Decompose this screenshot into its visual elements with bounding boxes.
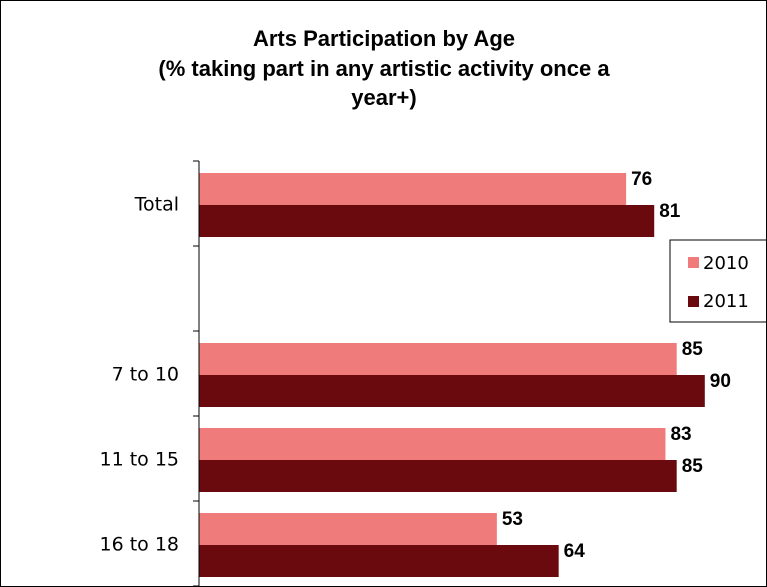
legend: 2010 2011 (669, 239, 766, 323)
category-label: 11 to 15 (99, 449, 179, 471)
legend-box (669, 239, 766, 323)
labels-layer: 76 81 85 90 83 85 53 64 (502, 169, 731, 562)
value-label: 76 (631, 169, 652, 190)
bar-2010 (199, 513, 497, 545)
legend-label-2010: 2010 (703, 253, 749, 274)
value-label: 64 (564, 541, 586, 562)
bar-2011 (199, 375, 705, 407)
legend-label-2011: 2011 (703, 291, 749, 312)
value-label: 85 (682, 339, 704, 360)
bars-layer (199, 173, 705, 577)
legend-swatch-2011 (688, 296, 699, 307)
category-label: 16 to 18 (99, 534, 179, 556)
value-label: 90 (710, 371, 731, 392)
bar-2010 (199, 173, 627, 205)
category-axis: Total 7 to 10 11 to 15 16 to 18 (99, 160, 200, 586)
value-label: 53 (502, 509, 523, 530)
chart-title: Arts Participation by Age (253, 26, 515, 51)
bar-2011 (199, 460, 677, 492)
category-label: Total (134, 194, 179, 216)
chart-subtitle-line-1: (% taking part in any artistic activity … (158, 56, 610, 81)
legend-swatch-2010 (688, 257, 699, 268)
value-label: 85 (682, 456, 704, 477)
bar-2010 (199, 343, 677, 375)
value-label: 81 (659, 201, 681, 222)
bar-2011 (199, 545, 559, 577)
value-label: 83 (670, 424, 691, 445)
bar-2010 (199, 428, 666, 460)
category-label: 7 to 10 (112, 364, 179, 386)
chart-subtitle-line-2: year+) (351, 85, 416, 110)
bar-2011 (199, 205, 655, 237)
